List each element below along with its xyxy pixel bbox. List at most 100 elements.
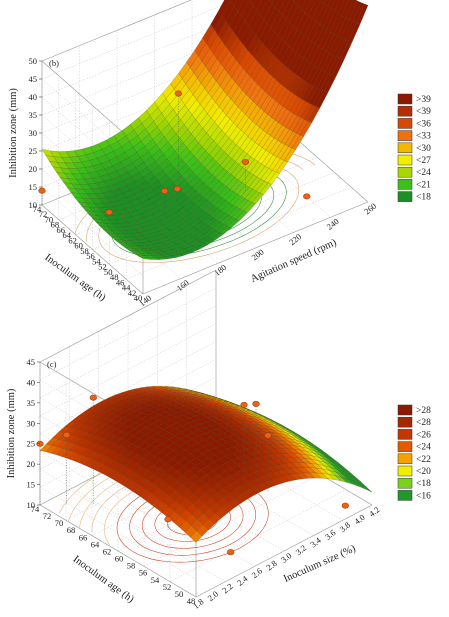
z-tick-label: 35 <box>29 110 38 120</box>
box-edge <box>195 504 373 598</box>
y-tick-label: 74 <box>31 504 40 514</box>
wall-grid-line <box>39 451 197 544</box>
observed-point <box>174 90 182 97</box>
panel-b <box>38 0 413 295</box>
y-tick-label: 58 <box>127 561 136 571</box>
observed-point <box>303 193 311 200</box>
y-tick-label: 70 <box>55 518 64 528</box>
legend-label: >28 <box>416 406 431 416</box>
y-tick-label: 60 <box>74 241 83 251</box>
panel-c <box>36 269 413 598</box>
legend-swatch <box>397 142 413 154</box>
legend-label: >39 <box>416 95 431 105</box>
z-tick-label: 45 <box>29 74 38 84</box>
surface-patch <box>271 0 279 8</box>
surface-patch <box>230 0 238 7</box>
y-tick-label: 54 <box>151 575 160 585</box>
wall-grid-line <box>39 287 217 381</box>
legend-label: <24 <box>416 443 431 453</box>
legend-swatch <box>397 465 413 477</box>
y-tick-label: 74 <box>33 204 42 214</box>
y-tick-label: 50 <box>104 267 113 277</box>
y-tick-label: 42 <box>128 288 137 298</box>
box-edge <box>41 0 192 62</box>
y-tick-label: 72 <box>43 511 52 521</box>
observed-point <box>227 549 235 556</box>
z-tick-label: 30 <box>27 418 36 428</box>
surface-patch <box>275 0 285 12</box>
legend-label: <30 <box>416 144 431 154</box>
observed-point <box>160 188 169 195</box>
legend-label: <33 <box>416 132 431 142</box>
observed-point <box>264 432 272 439</box>
legend-label: <22 <box>416 455 431 465</box>
y-tick-label: 52 <box>163 582 172 592</box>
legend-label: <24 <box>416 168 431 178</box>
y-tick-label: 58 <box>80 246 89 256</box>
observed-point <box>252 400 260 407</box>
y-tick-label: 68 <box>51 220 60 230</box>
z-axis-label: Inhibition zone (mm) <box>8 88 19 178</box>
z-tick-label: 25 <box>29 146 38 156</box>
legend-swatch <box>397 105 413 117</box>
wall-grid-line <box>39 305 217 398</box>
z-tick-label: 10 <box>29 200 38 210</box>
legend-swatch <box>397 429 413 440</box>
y-tick-label: 62 <box>68 235 77 245</box>
legend-label: <18 <box>416 193 431 203</box>
z-tick-label: 30 <box>29 128 38 138</box>
observed-point <box>38 187 46 194</box>
surface-patch <box>252 0 262 11</box>
legend-label: <21 <box>416 180 431 190</box>
legend-swatch <box>397 179 413 190</box>
floor-grid-line <box>169 489 347 582</box>
y-tick-label: 62 <box>103 546 112 556</box>
legend-label: <16 <box>416 491 431 501</box>
wall-grid-line <box>39 469 197 562</box>
y-tick-label: 66 <box>57 225 66 235</box>
wall-grid-line <box>39 341 217 434</box>
observed-point <box>173 185 181 192</box>
surface-patch <box>359 483 373 493</box>
box-edge <box>142 201 369 295</box>
z-tick-label: 20 <box>27 459 36 469</box>
legend-swatch <box>397 118 413 129</box>
z-axis-label: Inhibition zone (mm) <box>6 388 17 478</box>
y-tick-label: 72 <box>39 209 48 219</box>
y-tick-label: 44 <box>122 283 131 293</box>
y-tick-label: 56 <box>86 251 95 261</box>
legend-swatch <box>397 154 413 166</box>
observed-point <box>63 431 71 438</box>
legend-label: <20 <box>416 467 431 477</box>
legend-label: <27 <box>416 156 431 166</box>
legend-swatch <box>397 191 413 202</box>
box-edge <box>39 504 197 598</box>
y-tick-label: 68 <box>67 525 76 535</box>
z-tick-label: 45 <box>27 357 36 367</box>
y-tick-label: 60 <box>115 554 124 564</box>
legend-swatch <box>397 490 413 501</box>
box-edge <box>39 269 217 363</box>
z-tick-label: 40 <box>27 377 36 387</box>
y-tick-label: 70 <box>45 214 54 224</box>
y-tick-label: 64 <box>91 539 100 549</box>
y-tick-label: 56 <box>139 568 148 578</box>
legend-label: <36 <box>416 119 431 129</box>
z-tick-label: 20 <box>29 164 38 174</box>
legend-label: <18 <box>416 479 431 489</box>
legend-swatch <box>397 441 413 452</box>
surface-patch <box>294 0 301 6</box>
surface-patch <box>327 0 336 10</box>
legend-label: <39 <box>416 107 431 117</box>
observed-point <box>240 401 248 408</box>
y-tick-label: 48 <box>187 596 196 606</box>
legend-swatch <box>397 477 413 489</box>
y-tick-label: 46 <box>116 277 125 287</box>
y-tick-label: 54 <box>92 256 101 266</box>
panel-label: (c) <box>47 359 57 369</box>
surface-patch <box>297 0 306 10</box>
observed-point <box>241 158 250 165</box>
legend-label: <28 <box>416 418 431 428</box>
observed-point <box>105 209 113 216</box>
